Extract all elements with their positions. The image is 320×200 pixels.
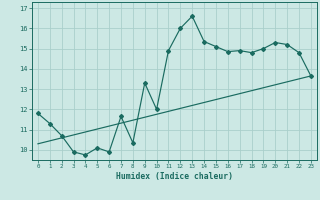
X-axis label: Humidex (Indice chaleur): Humidex (Indice chaleur) xyxy=(116,172,233,181)
